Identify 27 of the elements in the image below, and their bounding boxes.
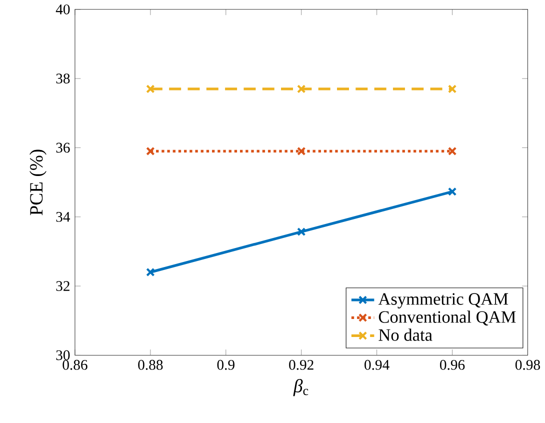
point xyxy=(146,84,155,94)
y-tick-label: 38 xyxy=(56,74,70,84)
y-tick-label: 36 xyxy=(56,142,70,153)
x-tick-label: 0.98 xyxy=(515,360,540,370)
y-tick-label: 34 xyxy=(56,212,70,222)
x-tick-label: 0.88 xyxy=(138,360,163,370)
point xyxy=(146,146,155,156)
legend-label: Asymmetric QAM xyxy=(378,293,508,308)
x-tick-label: 0.86 xyxy=(62,360,88,370)
x-axis-title: β$_{c}$ xyxy=(293,378,308,396)
legend-label: No data xyxy=(378,328,432,341)
point xyxy=(448,187,457,196)
x-tick-label: 0.9 xyxy=(217,360,234,370)
legend-label: Conventional QAM xyxy=(378,310,516,326)
point xyxy=(448,84,457,94)
x-tick-label: 0.96 xyxy=(440,360,465,370)
point xyxy=(146,268,155,276)
point xyxy=(296,227,306,236)
point xyxy=(296,84,306,94)
y-axis-title: PCE (%) xyxy=(30,150,46,216)
y-tick-label: 40 xyxy=(56,4,70,14)
point xyxy=(296,146,306,156)
y-tick-label: 30 xyxy=(56,350,70,360)
point xyxy=(448,146,457,156)
x-tick-label: 0.92 xyxy=(289,360,314,370)
x-tick-label: 0.94 xyxy=(364,360,390,370)
y-tick-label: 32 xyxy=(56,281,70,291)
